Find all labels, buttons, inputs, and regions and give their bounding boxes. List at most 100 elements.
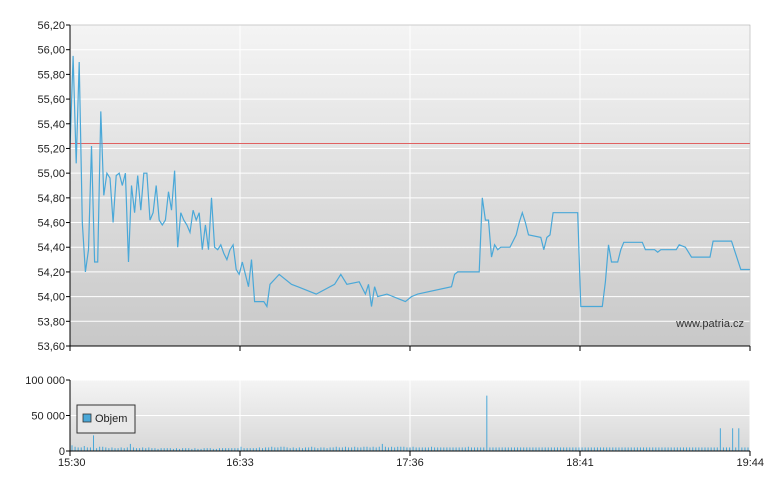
volume-bar	[710, 447, 712, 451]
volume-bar	[89, 447, 91, 451]
volume-bar	[151, 448, 153, 451]
volume-bar	[268, 447, 270, 451]
volume-bar	[175, 448, 177, 451]
volume-bar	[154, 448, 156, 451]
volume-bar	[142, 447, 144, 451]
volume-bar	[732, 428, 734, 451]
volume-bar	[464, 447, 466, 451]
volume-bar	[391, 446, 393, 451]
volume-bar	[738, 428, 740, 451]
volume-bar	[600, 447, 602, 451]
volume-bar	[286, 447, 288, 451]
volume-bar	[366, 446, 368, 451]
volume-bar	[280, 446, 282, 451]
volume-bar	[114, 448, 116, 451]
volume-bar	[403, 446, 405, 451]
volume-bar	[658, 447, 660, 451]
volume-bar	[323, 447, 325, 451]
volume-bar	[295, 448, 297, 451]
volume-bar	[274, 447, 276, 451]
volume-bar	[136, 448, 138, 451]
watermark: www.patria.cz	[675, 318, 744, 330]
volume-bar	[498, 447, 500, 451]
volume-bar	[566, 447, 568, 451]
volume-bar	[317, 448, 319, 451]
volume-bar	[348, 447, 350, 451]
volume-bar	[387, 447, 389, 451]
volume-bar	[507, 447, 509, 451]
volume-bar	[452, 447, 454, 451]
volume-bar	[510, 447, 512, 451]
volume-bar	[621, 447, 623, 451]
volume-bar	[661, 447, 663, 451]
volume-bar	[747, 447, 749, 451]
volume-bar	[440, 447, 442, 451]
volume-bar	[486, 395, 488, 451]
volume-bar	[99, 446, 101, 451]
volume-bar	[578, 447, 580, 451]
volume-bar	[384, 446, 386, 451]
volume-bar	[218, 448, 220, 451]
volume-bar	[649, 447, 651, 451]
price-y-tick-label: 55,80	[37, 69, 65, 81]
volume-bar	[341, 447, 343, 451]
volume-bar	[529, 447, 531, 451]
volume-bar	[237, 448, 239, 451]
volume-bar	[231, 448, 233, 451]
volume-bar	[400, 446, 402, 451]
volume-bar	[86, 447, 88, 451]
volume-bar	[96, 448, 98, 451]
volume-bar	[277, 447, 279, 451]
volume-bar	[624, 447, 626, 451]
volume-bar	[354, 446, 356, 451]
volume-bar	[639, 447, 641, 451]
volume-bar	[129, 443, 131, 451]
x-tick-label: 15:30	[58, 457, 86, 469]
volume-bar	[449, 447, 451, 451]
volume-bar	[606, 447, 608, 451]
volume-bar	[489, 447, 491, 451]
volume-bar	[461, 447, 463, 451]
price-y-tick-label: 53,60	[37, 341, 65, 353]
volume-bar	[225, 448, 227, 451]
volume-bar	[329, 447, 331, 451]
volume-bar	[120, 447, 122, 451]
price-series-line	[69, 55, 750, 309]
volume-bar	[369, 447, 371, 451]
volume-bar	[77, 447, 79, 451]
volume-bar	[520, 447, 522, 451]
volume-y-tick-label: 50 000	[31, 411, 65, 423]
volume-bar	[627, 447, 629, 451]
volume-bar	[372, 446, 374, 451]
volume-bar	[212, 448, 214, 451]
volume-bar	[262, 448, 264, 451]
volume-bar	[713, 447, 715, 451]
volume-bar	[679, 447, 681, 451]
volume-bar	[240, 446, 242, 451]
volume-bar	[249, 448, 251, 451]
price-y-tick-label: 55,60	[37, 94, 65, 106]
volume-bar	[71, 445, 73, 451]
volume-bar	[255, 448, 257, 451]
volume-bar	[381, 443, 383, 451]
x-tick-label: 19:44	[736, 457, 764, 469]
volume-bar	[132, 447, 134, 451]
volume-bar	[424, 447, 426, 451]
x-tick-label: 16:33	[226, 457, 254, 469]
volume-bar	[434, 447, 436, 451]
volume-bar	[670, 447, 672, 451]
volume-bar	[102, 446, 104, 451]
volume-bar	[228, 448, 230, 451]
volume-bar	[139, 448, 141, 451]
volume-bar	[667, 447, 669, 451]
volume-bar	[495, 447, 497, 451]
volume-bar	[311, 446, 313, 451]
volume-bar	[682, 447, 684, 451]
x-tick-label: 18:41	[566, 457, 594, 469]
volume-bar	[271, 446, 273, 451]
volume-bar	[547, 447, 549, 451]
volume-bar	[609, 447, 611, 451]
volume-bar	[409, 447, 411, 451]
volume-bars	[71, 395, 749, 451]
volume-y-axis: 0 50 000 100 000	[25, 375, 70, 458]
